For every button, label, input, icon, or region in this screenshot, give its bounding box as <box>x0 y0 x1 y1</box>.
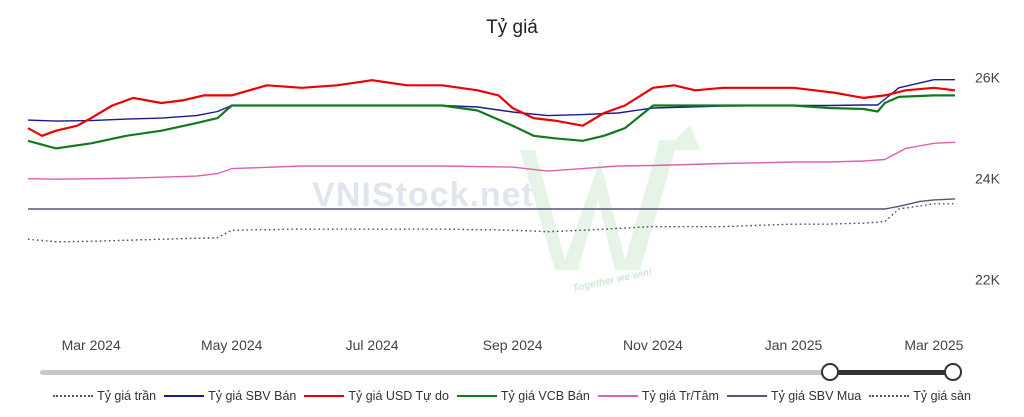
legend-swatch <box>597 395 638 397</box>
legend-label: Tỷ giá VCB Bán <box>500 389 590 403</box>
legend-swatch <box>164 395 205 397</box>
legend: Tỷ giá trần Tỷ giá SBV Bán Tỷ giá USD Tự d… <box>0 389 1024 403</box>
range-slider-left-handle[interactable] <box>821 363 839 381</box>
legend-item-2[interactable]: Tỷ giá SBV Bán <box>164 389 296 403</box>
legend-label: Tỷ giá trần <box>97 389 157 403</box>
series-line-6[interactable] <box>28 198 956 210</box>
x-tick-label: Mar 2025 <box>904 337 963 353</box>
series-line-5[interactable] <box>27 141 956 180</box>
y-tick-label: 24K <box>975 171 1001 187</box>
series-line-3[interactable] <box>27 79 956 137</box>
chart-title: Tỷ giá <box>486 17 538 38</box>
range-slider-track[interactable] <box>40 370 960 375</box>
legend-label: Tỷ giá Tr/Tâm <box>641 389 719 403</box>
range-slider-selection[interactable] <box>829 370 951 375</box>
legend-item-3[interactable]: Tỷ giá USD Tự do <box>304 389 449 403</box>
legend-item-6[interactable]: Tỷ giá SBV Mua <box>726 389 862 403</box>
x-tick-label: May 2024 <box>201 337 263 353</box>
legend-label: Tỷ giá SBV Bán <box>208 389 297 403</box>
watermark: VNIStock.net Together we win! <box>312 125 700 294</box>
x-tick-label: Jan 2025 <box>765 337 823 353</box>
watermark-slogan: Together we win! <box>572 267 654 295</box>
watermark-logo-icon <box>520 140 678 270</box>
range-slider-right-handle[interactable] <box>944 363 962 381</box>
chart-plot: VNIStock.net Together we win! Mar 2024 Ma… <box>27 70 1001 353</box>
legend-swatch <box>53 395 94 397</box>
legend-label: Tỷ giá SBV Mua <box>770 389 862 403</box>
legend-swatch <box>304 395 345 397</box>
x-tick-label: Sep 2024 <box>483 337 543 353</box>
watermark-arrow-icon <box>665 125 700 150</box>
y-tick-label: 26K <box>975 70 1001 86</box>
x-tick-label: Nov 2024 <box>623 337 683 353</box>
legend-swatch <box>869 395 910 397</box>
legend-swatch <box>726 395 767 397</box>
legend-swatch <box>456 395 497 397</box>
legend-item-1[interactable]: Tỷ giá trần <box>53 389 156 403</box>
legend-item-5[interactable]: Tỷ giá Tr/Tâm <box>597 389 719 403</box>
legend-item-4[interactable]: Tỷ giá VCB Bán <box>456 389 590 403</box>
watermark-text: VNIStock.net <box>312 176 534 214</box>
x-tick-label: Mar 2024 <box>62 337 121 353</box>
legend-label: Tỷ giá USD Tự do <box>348 389 449 403</box>
series-line-4[interactable] <box>27 94 955 150</box>
x-tick-label: Jul 2024 <box>346 337 399 353</box>
range-slider[interactable] <box>40 363 962 381</box>
series-line-2[interactable] <box>27 78 955 122</box>
y-tick-label: 22K <box>975 272 1001 288</box>
legend-item-7[interactable]: Tỷ giá sàn <box>869 389 971 403</box>
legend-label: Tỷ giá sàn <box>913 389 971 403</box>
